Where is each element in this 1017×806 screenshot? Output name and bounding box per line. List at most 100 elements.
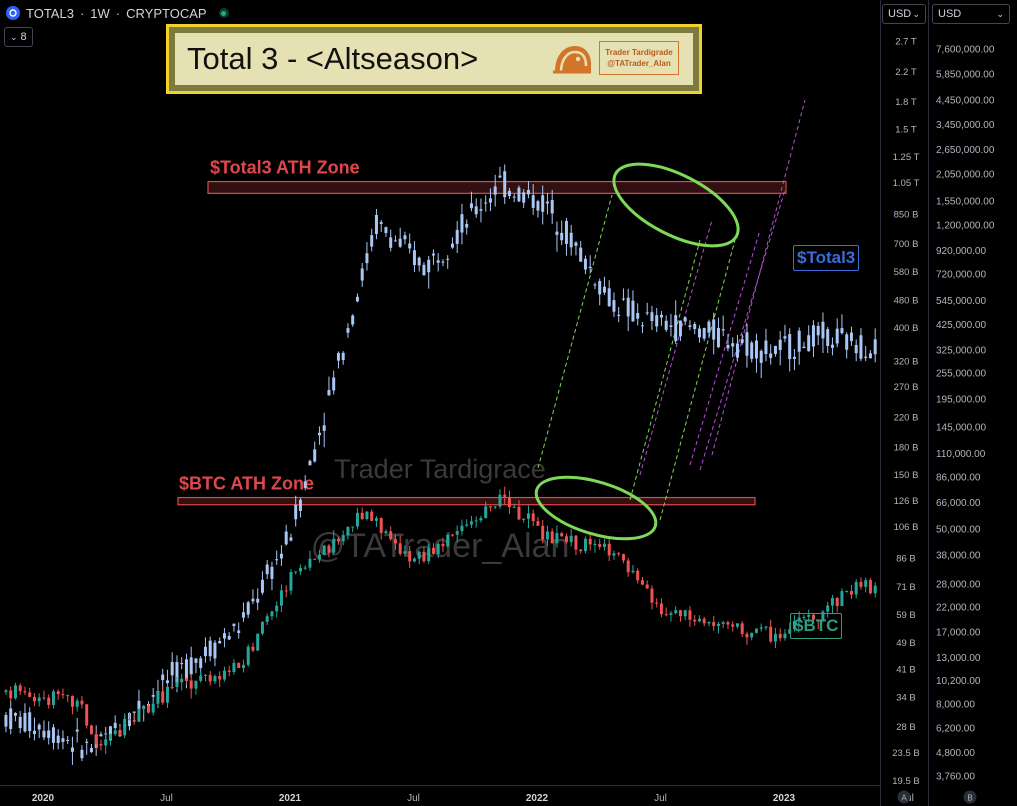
btc-candle bbox=[612, 553, 616, 556]
total3-candle bbox=[773, 345, 777, 355]
btc-candle bbox=[835, 597, 839, 606]
total3-candle bbox=[427, 259, 431, 273]
total3-candle bbox=[626, 297, 630, 317]
btc-candle bbox=[85, 704, 89, 726]
total3-candle bbox=[474, 206, 478, 215]
total3-candle bbox=[455, 229, 459, 244]
total3-candle bbox=[441, 261, 445, 263]
total3-axis-tick: 106 B bbox=[894, 522, 919, 533]
total3-axis-tick: 59 B bbox=[896, 610, 916, 621]
total3-candle bbox=[688, 325, 692, 328]
btc-candle bbox=[697, 618, 701, 622]
total3-axis-tick: 480 B bbox=[894, 295, 919, 306]
market-status-icon bbox=[218, 8, 229, 18]
total3-axis-tick: 71 B bbox=[896, 582, 916, 593]
btc-candle bbox=[721, 622, 725, 624]
currency-select-left[interactable]: USD ⌄ bbox=[882, 4, 926, 24]
btc-candle bbox=[222, 670, 226, 680]
total3-candle bbox=[132, 711, 136, 713]
total3-candle bbox=[28, 712, 32, 732]
btc-candle bbox=[370, 511, 374, 521]
total3-candle bbox=[493, 186, 497, 195]
total3-candle bbox=[89, 748, 93, 753]
btc-candle bbox=[655, 602, 659, 604]
btc-candle bbox=[569, 535, 573, 543]
auto-scale-button[interactable]: A bbox=[897, 790, 911, 804]
total3-candle bbox=[99, 734, 103, 737]
btc-candle bbox=[754, 628, 758, 633]
btc-candle bbox=[4, 690, 8, 693]
total3-candle bbox=[726, 344, 730, 349]
total3-candle bbox=[607, 288, 611, 307]
total3-candle bbox=[845, 334, 849, 350]
btc-candle bbox=[536, 521, 540, 526]
total3-candle bbox=[51, 727, 55, 743]
total3-candle bbox=[151, 695, 155, 697]
btc-candle bbox=[465, 524, 469, 526]
btc-candle bbox=[365, 511, 369, 520]
btc-candle bbox=[607, 543, 611, 556]
total3-candle bbox=[536, 201, 540, 211]
currency-select-right[interactable]: USD ⌄ bbox=[932, 4, 1010, 24]
total3-candle bbox=[66, 739, 70, 741]
btc-candle bbox=[498, 494, 502, 507]
total3-candle bbox=[588, 266, 592, 269]
btc-candle bbox=[512, 506, 516, 508]
btc-candle bbox=[522, 518, 526, 520]
total3-axis-tick: 34 B bbox=[896, 693, 916, 704]
btc-candle bbox=[23, 691, 27, 693]
btc-candle bbox=[602, 543, 606, 547]
projection-guide-line bbox=[639, 219, 713, 476]
total3-ath-zone-label: $Total3 ATH Zone bbox=[210, 158, 360, 178]
total3-candle bbox=[674, 315, 678, 342]
total3-candle bbox=[346, 328, 350, 333]
btc-candle bbox=[194, 680, 198, 689]
btc-candle bbox=[826, 605, 830, 612]
btc-candle bbox=[279, 590, 283, 606]
btc-candle bbox=[731, 624, 735, 627]
total3-candle bbox=[598, 281, 602, 295]
total3-candle bbox=[446, 258, 450, 260]
total3-candle bbox=[336, 353, 340, 361]
total3-candle bbox=[232, 623, 236, 627]
btc-axis-tick: 1,550,000.00 bbox=[936, 196, 995, 207]
total3-candle bbox=[284, 531, 288, 545]
btc-candle bbox=[617, 553, 621, 555]
btc-candle bbox=[42, 697, 46, 699]
total3-axis-tick: 126 B bbox=[894, 496, 919, 507]
total3-candle bbox=[721, 329, 725, 331]
btc-candle bbox=[555, 533, 559, 544]
total3-candle bbox=[712, 319, 716, 340]
btc-candle bbox=[341, 534, 345, 542]
btc-candle bbox=[579, 549, 583, 552]
total3-axis-tick: 1.05 T bbox=[893, 178, 920, 189]
indicators-toggle-button[interactable]: ⌄ 8 bbox=[4, 27, 33, 47]
symbol-header[interactable]: TOTAL3 · 1W · CRYPTOCAP bbox=[6, 4, 229, 22]
total3-candle bbox=[811, 325, 815, 347]
banner-title: Total 3 - <Altseason> bbox=[187, 41, 479, 76]
total3-candle bbox=[80, 749, 84, 759]
btc-candle bbox=[650, 588, 654, 603]
total3-candle bbox=[208, 640, 212, 657]
btc-axis-tick: 6,200.00 bbox=[936, 724, 975, 735]
btc-candle bbox=[849, 591, 853, 595]
btc-axis-tick: 2,050,000.00 bbox=[936, 170, 995, 181]
btc-candle bbox=[213, 676, 217, 682]
btc-candle bbox=[9, 690, 13, 699]
total3-candle bbox=[469, 203, 473, 209]
btc-candle bbox=[308, 558, 312, 568]
total3-candle bbox=[32, 730, 36, 735]
btc-axis-tick: 38,000.00 bbox=[936, 551, 981, 562]
total3-axis-tick: 2.2 T bbox=[895, 67, 917, 78]
watermark-name: Trader Tardigrace bbox=[334, 454, 546, 484]
btc-candle bbox=[792, 620, 796, 630]
total3-candle bbox=[4, 714, 8, 727]
btc-candle bbox=[859, 581, 863, 587]
total3-candle bbox=[802, 346, 806, 349]
total3-axis-tick: 850 B bbox=[894, 210, 919, 221]
total3-candle bbox=[42, 730, 46, 738]
log-scale-button[interactable]: B bbox=[963, 790, 977, 804]
total3-candle bbox=[664, 320, 668, 330]
btc-candle bbox=[118, 730, 122, 736]
